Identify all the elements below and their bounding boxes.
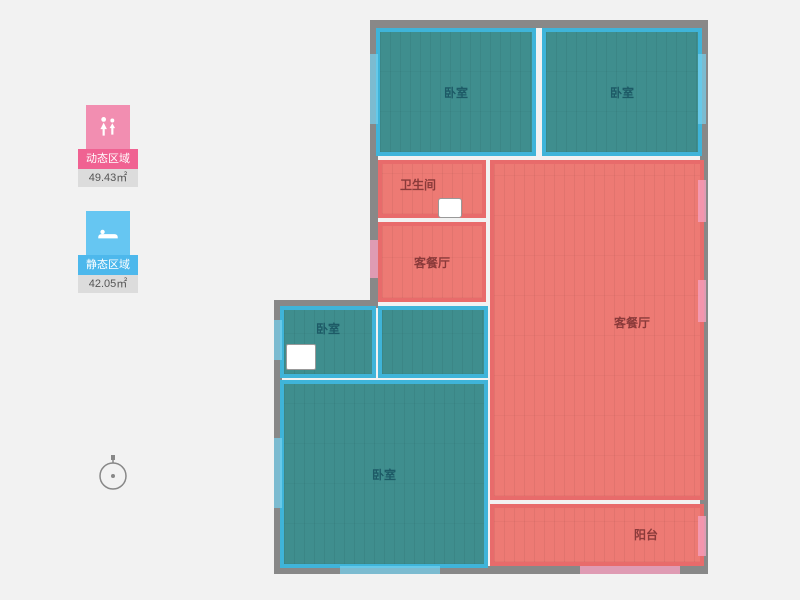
floorplan: 卧室 卧室 客餐厅 卫生间 客餐厅 卧室 卧室 阳台 xyxy=(280,20,715,575)
compass-icon xyxy=(96,452,130,497)
room-label: 卧室 xyxy=(372,466,396,483)
room-label: 客餐厅 xyxy=(614,314,650,331)
window xyxy=(698,180,706,222)
people-icon xyxy=(86,105,130,149)
room-balcony: 阳台 xyxy=(490,504,704,566)
legend-static-value: 42.05㎡ xyxy=(78,275,138,293)
sleep-icon xyxy=(86,211,130,255)
room-label: 阳台 xyxy=(634,526,658,543)
legend-panel: 动态区域 49.43㎡ 静态区域 42.05㎡ xyxy=(78,105,138,317)
window xyxy=(370,240,378,278)
room-bathroom: 卫生间 xyxy=(378,160,486,218)
room-label: 客餐厅 xyxy=(414,254,450,271)
window xyxy=(340,566,440,574)
window xyxy=(580,566,680,574)
legend-dynamic-value: 49.43㎡ xyxy=(78,169,138,187)
room-label: 卫生间 xyxy=(400,176,436,193)
room-dining-small: 客餐厅 xyxy=(378,222,486,302)
legend-static: 静态区域 42.05㎡ xyxy=(78,211,138,293)
window xyxy=(698,516,706,556)
window xyxy=(698,54,706,124)
room-label: 卧室 xyxy=(316,320,340,337)
window xyxy=(370,54,378,124)
room-label: 卧室 xyxy=(610,84,634,101)
legend-dynamic: 动态区域 49.43㎡ xyxy=(78,105,138,187)
room-living: 客餐厅 xyxy=(490,160,704,500)
legend-static-label: 静态区域 xyxy=(78,255,138,275)
fixture-toilet xyxy=(438,198,462,218)
room-label: 卧室 xyxy=(444,84,468,101)
window xyxy=(274,438,282,508)
room-bedroom-bottom-left: 卧室 xyxy=(280,380,488,568)
window xyxy=(274,320,282,360)
legend-dynamic-label: 动态区域 xyxy=(78,149,138,169)
room-bedroom-mid: 卧室 xyxy=(280,306,376,378)
fixture-desk xyxy=(286,344,316,370)
window xyxy=(698,280,706,322)
